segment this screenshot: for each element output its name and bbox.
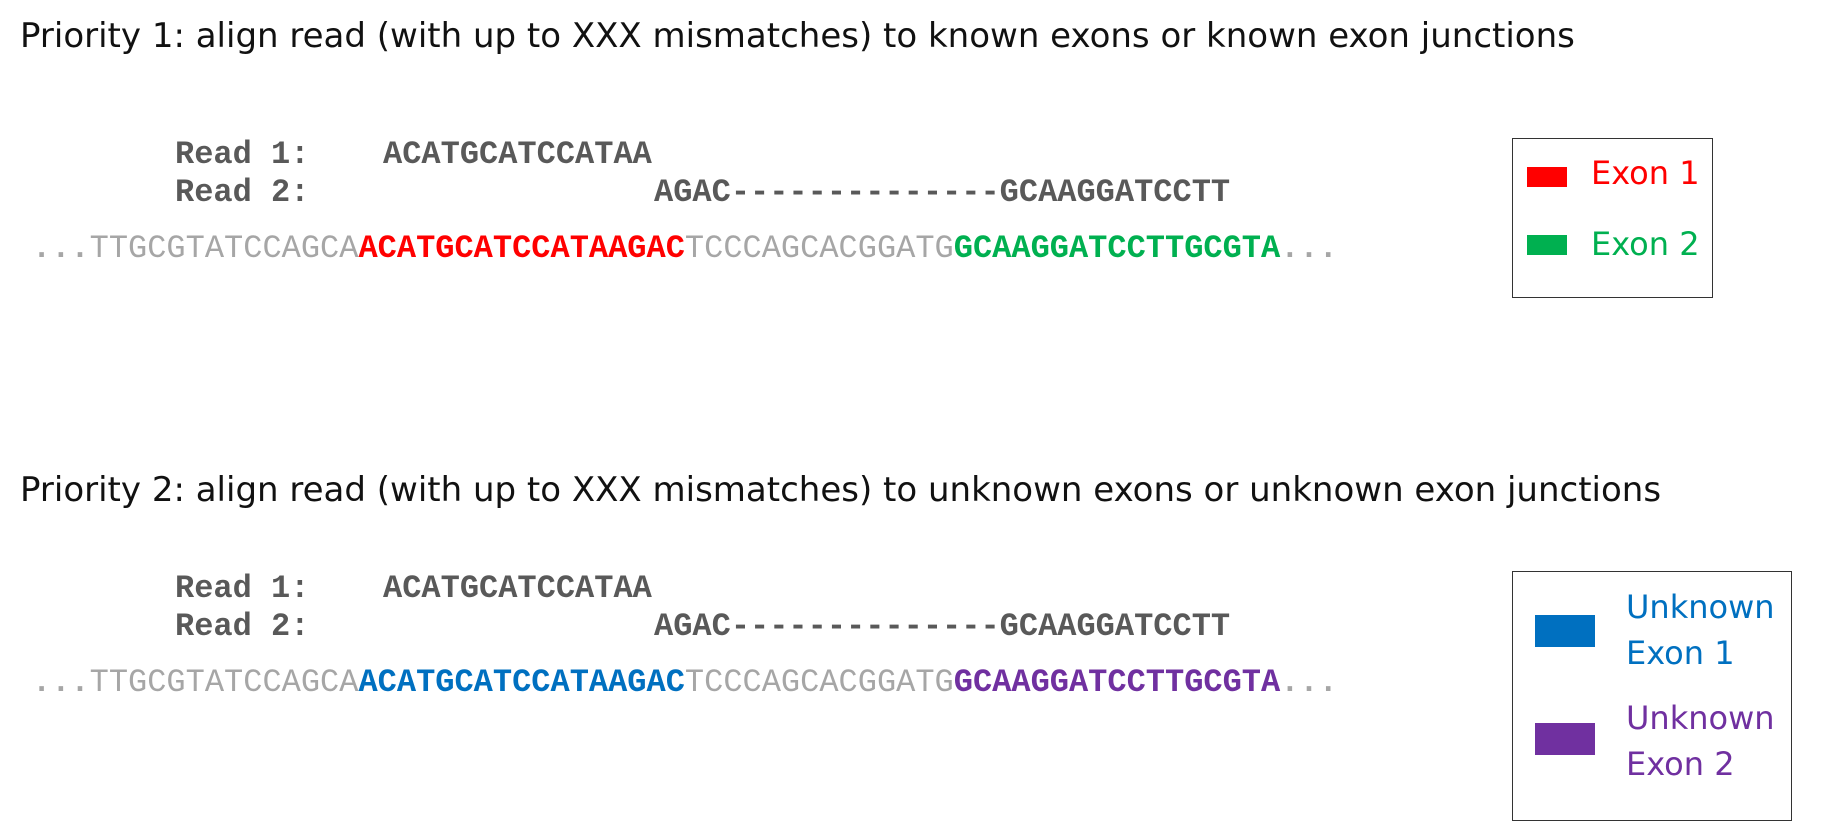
read-1-sequence: ACATGCATCCATAA [383, 136, 652, 173]
intron-sequence: TCCCAGCACGGATG [684, 664, 954, 701]
reference-sequence: ...TTGCGTATCCAGCAACATGCATCCATAAGACTCCCAG… [32, 664, 1338, 701]
reference-sequence: ...TTGCGTATCCAGCAACATGCATCCATAAGACTCCCAG… [32, 230, 1338, 267]
read-2-gap: -------------- [730, 174, 1000, 211]
priority-1-heading: Priority 1: align read (with up to XXX m… [20, 16, 1575, 56]
read-1-sequence: ACATGCATCCATAA [383, 570, 652, 607]
unknown-exon-1-swatch [1535, 615, 1595, 647]
legend-known-exons: Exon 1 Exon 2 [1512, 138, 1713, 298]
exon-1-swatch [1527, 167, 1567, 187]
read-2-label: Read 2: [175, 174, 310, 211]
unknown-exon-1-legend-label: Unknown Exon 1 [1626, 588, 1775, 672]
unknown-exon-1-sequence: ACATGCATCCATAAGAC [358, 664, 685, 701]
read-2-segment-b: GCAAGGATCCTT [999, 608, 1231, 645]
exon-1-legend-label: Exon 1 [1591, 154, 1700, 192]
priority-2-heading: Priority 2: align read (with up to XXX m… [20, 470, 1662, 510]
exon-2-sequence: GCAAGGATCCTTGCGTA [953, 230, 1281, 267]
exon-2-swatch [1527, 235, 1567, 255]
exon-2-legend-label: Exon 2 [1591, 225, 1700, 263]
trailing-dots: ... [1280, 664, 1338, 701]
unknown-exon-2-swatch [1535, 723, 1595, 755]
read-2-segment-b: GCAAGGATCCTT [999, 174, 1231, 211]
unknown-exon-2-sequence: GCAAGGATCCTTGCGTA [953, 664, 1281, 701]
left-flank: TTGCGTATCCAGCA [89, 664, 359, 701]
read-2-segment-a: AGAC [654, 608, 731, 645]
read-2-gap: -------------- [730, 608, 1000, 645]
read-2-sequence: AGAC--------------GCAAGGATCCTT [654, 174, 1230, 211]
read-1-label: Read 1: [175, 570, 310, 607]
legend-unknown-exons: Unknown Exon 1 Unknown Exon 2 [1512, 571, 1792, 821]
read-1-label: Read 1: [175, 136, 310, 173]
read-2-label: Read 2: [175, 608, 310, 645]
left-flank: TTGCGTATCCAGCA [89, 230, 359, 267]
exon-1-sequence: ACATGCATCCATAAGAC [358, 230, 685, 267]
read-2-segment-a: AGAC [654, 174, 731, 211]
leading-dots: ... [32, 230, 90, 267]
intron-sequence: TCCCAGCACGGATG [684, 230, 954, 267]
unknown-exon-2-legend-label: Unknown Exon 2 [1626, 699, 1775, 783]
trailing-dots: ... [1280, 230, 1338, 267]
read-2-sequence: AGAC--------------GCAAGGATCCTT [654, 608, 1230, 645]
leading-dots: ... [32, 664, 90, 701]
